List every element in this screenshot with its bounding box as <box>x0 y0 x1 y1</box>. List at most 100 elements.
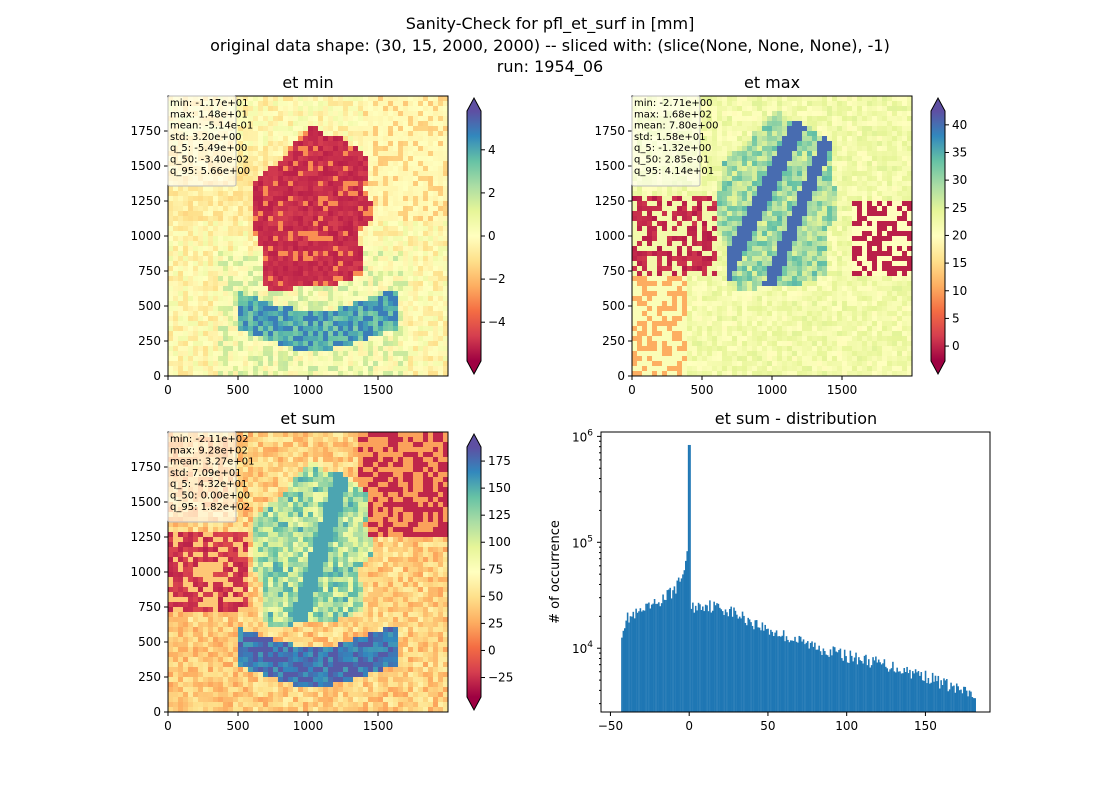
heatmap-cell <box>433 231 439 237</box>
heatmap-cell <box>398 241 404 247</box>
heatmap-cell <box>652 331 658 337</box>
heatmap-cell <box>747 301 753 307</box>
heatmap-cell <box>647 236 653 242</box>
heatmap-cell <box>657 316 663 322</box>
heatmap-cell <box>363 121 369 127</box>
heatmap-cell <box>657 336 663 342</box>
heatmap-cell <box>707 251 713 257</box>
heatmap-cell <box>198 351 204 357</box>
heatmap-cell <box>323 141 329 147</box>
heatmap-cell <box>787 261 793 267</box>
heatmap-cell <box>173 266 179 272</box>
heatmap-cell <box>388 156 394 162</box>
heatmap-cell <box>702 351 708 357</box>
heatmap-cell <box>403 241 409 247</box>
heatmap-cell <box>338 321 344 327</box>
heatmap-cell <box>368 176 374 182</box>
heatmap-cell <box>413 301 419 307</box>
heatmap-cell <box>203 321 209 327</box>
heatmap-cell <box>273 236 279 242</box>
heatmap-cell <box>248 296 254 302</box>
heatmap-cell <box>288 191 294 197</box>
heatmap-cell <box>757 301 763 307</box>
heatmap-cell <box>343 216 349 222</box>
heatmap-cell <box>647 306 653 312</box>
heatmap-cell <box>403 151 409 157</box>
heatmap-cell <box>677 361 683 367</box>
heatmap-cell <box>228 326 234 332</box>
heatmap-cell <box>353 361 359 367</box>
heatmap-cell <box>323 266 329 272</box>
heatmap-cell <box>647 201 653 207</box>
heatmap-cell <box>238 161 244 167</box>
heatmap-cell <box>263 186 269 192</box>
heatmap-cell <box>418 306 424 312</box>
heatmap-cell <box>393 361 399 367</box>
heatmap-cell <box>273 276 279 282</box>
heatmap-cell <box>767 216 773 222</box>
heatmap-cell <box>677 196 683 202</box>
heatmap-cell <box>423 306 429 312</box>
heatmap-cell <box>173 211 179 217</box>
heatmap-cell <box>752 156 758 162</box>
heatmap-cell <box>183 331 189 337</box>
heatmap-cell <box>388 306 394 312</box>
heatmap-cell <box>732 271 738 277</box>
heatmap-cell <box>318 156 324 162</box>
heatmap-cell <box>208 356 214 362</box>
heatmap-cell <box>313 106 319 112</box>
heatmap-cell <box>393 141 399 147</box>
heatmap-cell <box>173 246 179 252</box>
heatmap-cell <box>732 236 738 242</box>
heatmap-cell <box>408 116 414 122</box>
heatmap-cell <box>443 356 449 362</box>
heatmap-cell <box>413 251 419 257</box>
heatmap-cell <box>767 271 773 277</box>
heatmap-cell <box>263 111 269 117</box>
heatmap-cell <box>632 201 638 207</box>
heatmap-cell <box>243 351 249 357</box>
heatmap-cell <box>682 366 688 372</box>
heatmap-cell <box>203 361 209 367</box>
stats-line: mean: -5.14e-01 <box>170 121 253 132</box>
heatmap-cell <box>702 316 708 322</box>
heatmap-cell <box>243 186 249 192</box>
heatmap-cell <box>443 121 449 127</box>
heatmap-cell <box>443 366 449 372</box>
heatmap-cell <box>208 201 214 207</box>
heatmap-cell <box>268 186 274 192</box>
heatmap-cell <box>273 241 279 247</box>
heatmap-cell <box>647 206 653 212</box>
heatmap-cell <box>333 256 339 262</box>
heatmap-cell <box>188 271 194 277</box>
heatmap-cell <box>323 341 329 347</box>
heatmap-cell <box>443 171 449 177</box>
heatmap-cell <box>403 266 409 272</box>
heatmap-cell <box>752 351 758 357</box>
colorbar-tick-label: 2 <box>488 186 496 200</box>
heatmap-cell <box>657 281 663 287</box>
heatmap-cell <box>238 121 244 127</box>
heatmap-cell <box>727 356 733 362</box>
heatmap-cell <box>333 346 339 352</box>
heatmap-cell <box>647 256 653 262</box>
heatmap-cell <box>742 261 748 267</box>
heatmap-cell <box>418 116 424 122</box>
heatmap-cell <box>632 321 638 327</box>
heatmap-cell <box>727 151 733 157</box>
heatmap-cell <box>742 326 748 332</box>
heatmap-cell <box>238 191 244 197</box>
heatmap-cell <box>213 296 219 302</box>
heatmap-cell <box>383 196 389 202</box>
heatmap-cell <box>388 326 394 332</box>
heatmap-cell <box>398 301 404 307</box>
heatmap-cell <box>413 106 419 112</box>
heatmap-cell <box>787 176 793 182</box>
heatmap-cell <box>672 271 678 277</box>
heatmap-cell <box>328 291 334 297</box>
heatmap-cell <box>388 106 394 112</box>
heatmap-cell <box>657 291 663 297</box>
heatmap-cell <box>353 201 359 207</box>
heatmap-cell <box>253 141 259 147</box>
heatmap-cell <box>243 116 249 122</box>
